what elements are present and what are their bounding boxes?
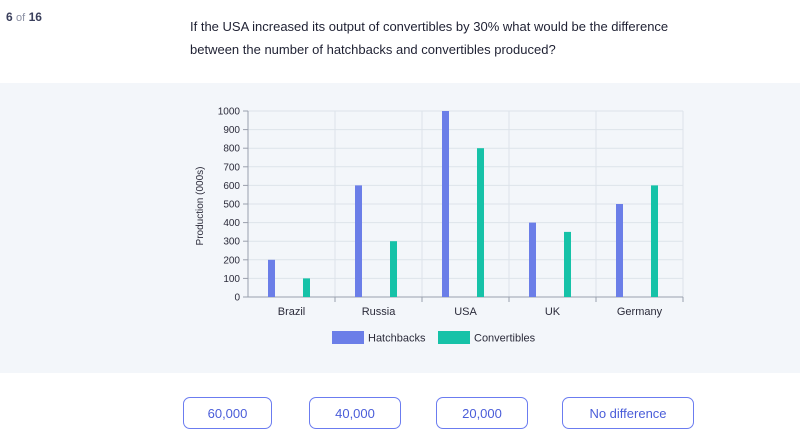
x-tick-label: Germany (617, 306, 663, 318)
legend: Hatchbacks Convertibles (332, 331, 536, 345)
bar-convertibles-brazil (303, 278, 310, 297)
y-tick-label: 100 (223, 274, 240, 285)
legend-swatch-convertibles (438, 331, 470, 344)
question-counter: 6 of 16 (6, 10, 42, 24)
counter-of: of (16, 12, 26, 24)
bar-hatchbacks-brazil (268, 259, 275, 297)
answer-option-label: 40,000 (335, 405, 375, 421)
x-tick-label: USA (454, 306, 477, 318)
answer-option-1[interactable]: 60,000 (183, 397, 272, 429)
y-tick-label: 1000 (218, 107, 241, 118)
x-tick-label: Brazil (278, 306, 306, 318)
legend-label-hatchbacks: Hatchbacks (368, 333, 426, 345)
bar-hatchbacks-germany (616, 204, 623, 297)
y-tick-label: 700 (223, 162, 240, 173)
y-tick-label: 800 (223, 144, 240, 155)
question-text: If the USA increased its output of conve… (190, 19, 669, 57)
bar-chart: 0 100 200 300 400 500 600 700 800 900 1000 Brazil R… (195, 107, 684, 345)
chart-panel (0, 83, 800, 373)
answer-option-label: 60,000 (207, 405, 248, 421)
bar-convertibles-russia (390, 241, 397, 297)
y-tick-label: 200 (223, 255, 240, 266)
answer-option-label: No difference (589, 405, 667, 421)
y-tick-label: 900 (223, 125, 240, 136)
bar-convertibles-germany (651, 185, 658, 297)
y-tick-label: 0 (234, 293, 240, 304)
y-tick-label: 600 (223, 181, 240, 192)
legend-label-convertibles: Convertibles (474, 333, 536, 345)
x-tick-label: Russia (362, 306, 397, 318)
bar-hatchbacks-russia (355, 185, 362, 297)
answer-option-label: 20,000 (462, 405, 502, 421)
y-axis-ticks: 0 100 200 300 400 500 600 700 800 900 1000 (218, 107, 248, 304)
y-axis-label: Production (000s) (195, 167, 206, 246)
answer-option-3[interactable]: 20,000 (436, 397, 528, 429)
y-tick-label: 300 (223, 237, 240, 248)
answer-option-4[interactable]: No difference (562, 397, 694, 429)
answer-options: 60,000 40,000 20,000 No difference (0, 397, 800, 431)
gridlines (247, 110, 684, 298)
y-tick-label: 500 (223, 200, 240, 211)
legend-swatch-hatchbacks (332, 331, 364, 344)
x-tick-label: UK (545, 306, 561, 318)
bar-convertibles-usa (477, 148, 484, 297)
bars (268, 111, 658, 297)
counter-total: 16 (28, 10, 42, 24)
bar-hatchbacks-usa (442, 111, 449, 297)
counter-current: 6 (6, 10, 13, 24)
answer-option-2[interactable]: 40,000 (309, 397, 401, 429)
y-tick-label: 400 (223, 218, 240, 229)
bar-hatchbacks-uk (529, 222, 536, 297)
x-axis-ticks: Brazil Russia USA UK Germany (278, 297, 684, 318)
bar-convertibles-uk (564, 231, 571, 297)
